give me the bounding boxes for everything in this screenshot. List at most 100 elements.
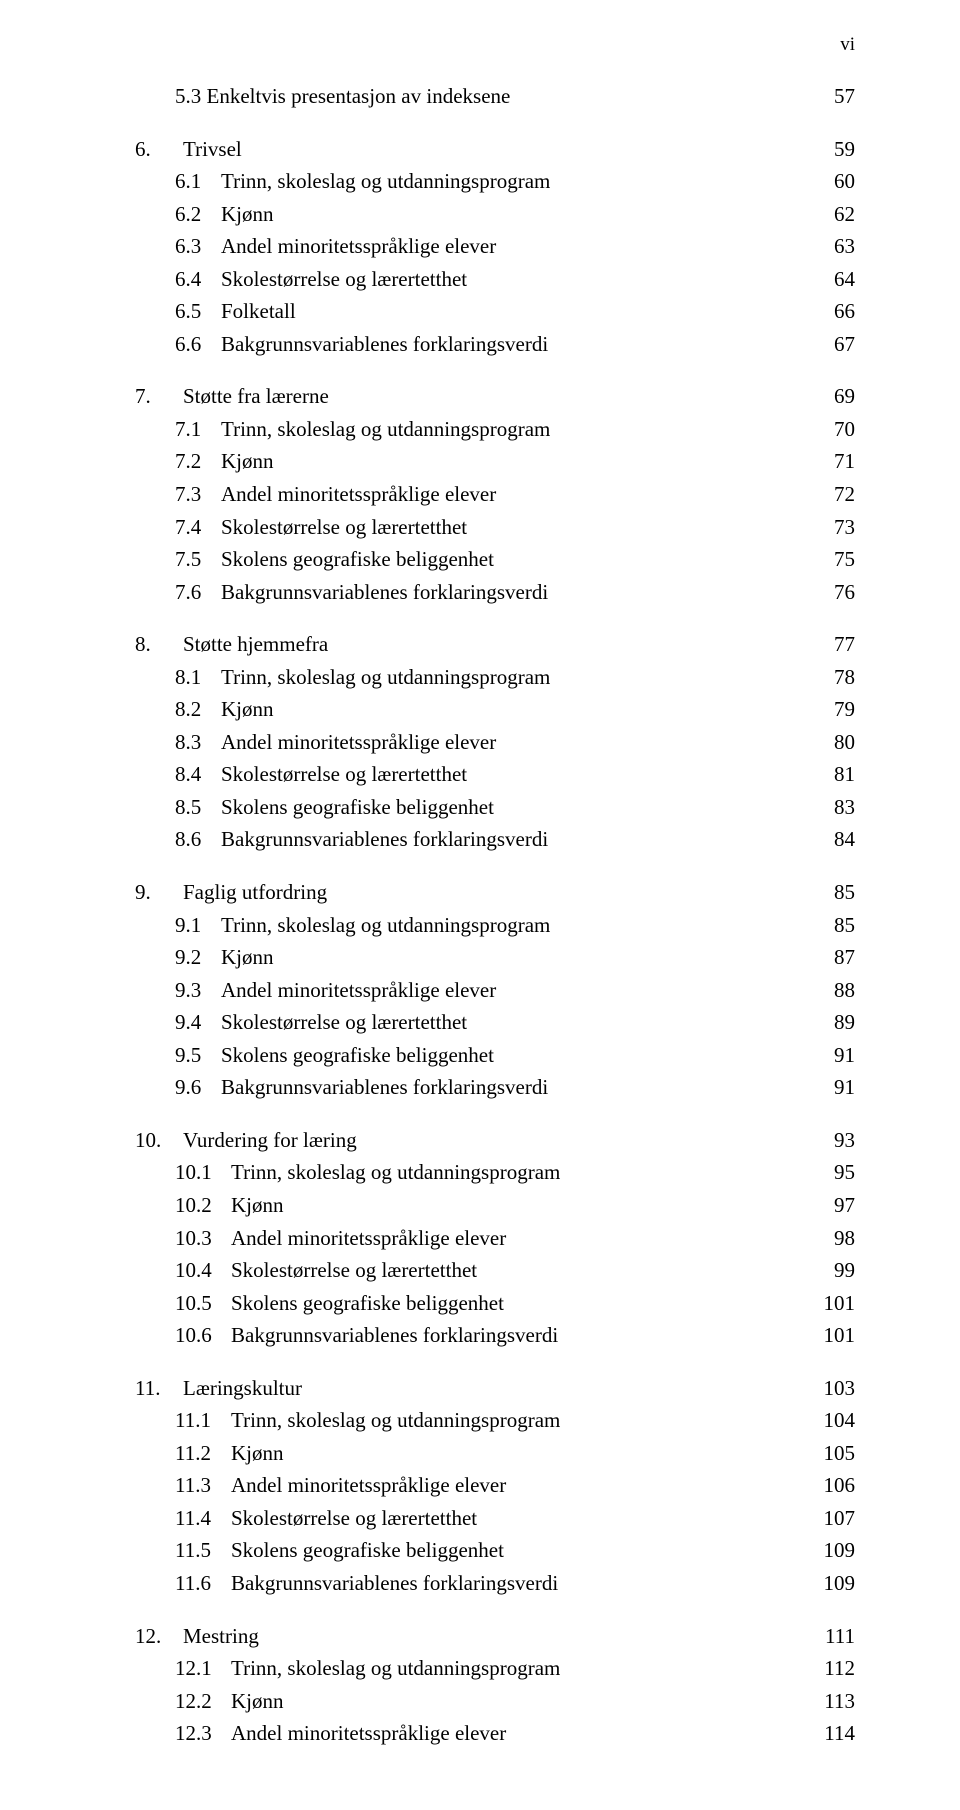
toc-subsection-number: 9.4 — [175, 1006, 221, 1039]
toc-row: 11.6Bakgrunnsvariablenes forklaringsverd… — [135, 1567, 855, 1600]
toc-page-number: 77 — [793, 628, 855, 661]
toc-subsection-title: Skolens geografiske beliggenhet — [231, 1287, 793, 1320]
toc-subsection-title: Skolens geografiske beliggenhet — [221, 543, 793, 576]
toc-subsection-title: Trinn, skoleslag og utdanningsprogram — [221, 661, 793, 694]
toc-section-title: Støtte fra lærerne — [183, 380, 793, 413]
toc-page-number: 80 — [793, 726, 855, 759]
toc-page-number: 75 — [793, 543, 855, 576]
toc-row: 8.Støtte hjemmefra77 — [135, 628, 855, 661]
toc-row: 8.6Bakgrunnsvariablenes forklaringsverdi… — [135, 823, 855, 856]
toc-page-number: 91 — [793, 1039, 855, 1072]
toc-section-title: Trivsel — [183, 133, 793, 166]
toc-subsection-title: Andel minoritetsspråklige elever — [221, 478, 793, 511]
toc-row: 6.Trivsel59 — [135, 133, 855, 166]
toc-subsection-title: Skolestørrelse og lærertetthet — [231, 1254, 793, 1287]
toc-row: 6.2Kjønn62 — [135, 198, 855, 231]
toc-page-number: 109 — [793, 1567, 855, 1600]
toc-subsection-title: Andel minoritetsspråklige elever — [231, 1717, 793, 1750]
toc-page-number: 111 — [793, 1620, 855, 1653]
toc-row: 12.Mestring111 — [135, 1620, 855, 1653]
toc-row: 9.5Skolens geografiske beliggenhet91 — [135, 1039, 855, 1072]
toc-subsection-number: 9.1 — [175, 909, 221, 942]
toc-page-number: 91 — [793, 1071, 855, 1104]
toc-row: 7.4Skolestørrelse og lærertetthet73 — [135, 511, 855, 544]
toc-row: 11.1Trinn, skoleslag og utdanningsprogra… — [135, 1404, 855, 1437]
toc-row: 10.4Skolestørrelse og lærertetthet99 — [135, 1254, 855, 1287]
toc-subsection-number: 11.5 — [175, 1534, 231, 1567]
toc-page-number: 69 — [793, 380, 855, 413]
toc-subsection-title: Bakgrunnsvariablenes forklaringsverdi — [231, 1319, 793, 1352]
toc-subsection-number: 7.6 — [175, 576, 221, 609]
toc-section-number: 12. — [135, 1620, 183, 1653]
toc-subsection-number: 9.3 — [175, 974, 221, 1007]
toc-row: 10.6Bakgrunnsvariablenes forklaringsverd… — [135, 1319, 855, 1352]
toc-subsection-title: Kjønn — [221, 941, 793, 974]
table-of-contents: 5.3 Enkeltvis presentasjon av indeksene5… — [135, 80, 855, 1750]
toc-subsection-title: Skolens geografiske beliggenhet — [231, 1534, 793, 1567]
toc-subsection-number: 7.3 — [175, 478, 221, 511]
toc-subsection-title: Trinn, skoleslag og utdanningsprogram — [221, 909, 793, 942]
toc-page-number: 107 — [793, 1502, 855, 1535]
toc-page-number: 72 — [793, 478, 855, 511]
toc-page-number: 113 — [793, 1685, 855, 1718]
toc-page-number: 60 — [793, 165, 855, 198]
toc-page-number: 62 — [793, 198, 855, 231]
toc-row: 9.4Skolestørrelse og lærertetthet89 — [135, 1006, 855, 1039]
toc-subsection-number: 10.3 — [175, 1222, 231, 1255]
toc-row: 7.5Skolens geografiske beliggenhet75 — [135, 543, 855, 576]
toc-row: 7.1Trinn, skoleslag og utdanningsprogram… — [135, 413, 855, 446]
toc-subsection-title: Skolestørrelse og lærertetthet — [221, 263, 793, 296]
toc-row: 5.3 Enkeltvis presentasjon av indeksene5… — [135, 80, 855, 113]
toc-section-title: Læringskultur — [183, 1372, 793, 1405]
toc-page-number: 71 — [793, 445, 855, 478]
toc-page-number: 76 — [793, 576, 855, 609]
toc-subsection-title: Skolestørrelse og lærertetthet — [221, 511, 793, 544]
toc-row: 9.2Kjønn87 — [135, 941, 855, 974]
toc-page-number: 67 — [793, 328, 855, 361]
toc-subsection-title: Skolestørrelse og lærertetthet — [221, 758, 793, 791]
toc-subsection-title: Kjønn — [231, 1685, 793, 1718]
toc-section-title: Støtte hjemmefra — [183, 628, 793, 661]
toc-subsection-title: Bakgrunnsvariablenes forklaringsverdi — [221, 328, 793, 361]
toc-row: 10.Vurdering for læring93 — [135, 1124, 855, 1157]
toc-subsection-number: 7.1 — [175, 413, 221, 446]
toc-subsection-number: 9.6 — [175, 1071, 221, 1104]
toc-subsection-number: 8.5 — [175, 791, 221, 824]
toc-row: 12.3Andel minoritetsspråklige elever114 — [135, 1717, 855, 1750]
toc-subsection-number: 11.4 — [175, 1502, 231, 1535]
toc-row: 9.6Bakgrunnsvariablenes forklaringsverdi… — [135, 1071, 855, 1104]
toc-subsection-title: Kjønn — [221, 693, 793, 726]
toc-row: 10.1Trinn, skoleslag og utdanningsprogra… — [135, 1156, 855, 1189]
toc-row: 11.4Skolestørrelse og lærertetthet107 — [135, 1502, 855, 1535]
toc-page-number: 93 — [793, 1124, 855, 1157]
toc-subsection-title: Andel minoritetsspråklige elever — [221, 230, 793, 263]
toc-subsection-number: 9.5 — [175, 1039, 221, 1072]
toc-subsection-number: 7.5 — [175, 543, 221, 576]
toc-row: 8.5Skolens geografiske beliggenhet83 — [135, 791, 855, 824]
toc-subsection-title: Andel minoritetsspråklige elever — [221, 974, 793, 1007]
toc-row: 11.2Kjønn105 — [135, 1437, 855, 1470]
toc-page-number: 85 — [793, 909, 855, 942]
toc-row: 8.1Trinn, skoleslag og utdanningsprogram… — [135, 661, 855, 694]
toc-subsection-number: 6.4 — [175, 263, 221, 296]
toc-subsection-title: Kjønn — [221, 445, 793, 478]
toc-page-number: 98 — [793, 1222, 855, 1255]
toc-page-number: 85 — [793, 876, 855, 909]
toc-section-title: Faglig utfordring — [183, 876, 793, 909]
toc-subsection-number: 6.3 — [175, 230, 221, 263]
toc-page-number: 104 — [793, 1404, 855, 1437]
toc-subsection-title: Skolens geografiske beliggenhet — [221, 1039, 793, 1072]
toc-section-number: 7. — [135, 380, 183, 413]
toc-subsection-number: 12.2 — [175, 1685, 231, 1718]
toc-page-number: 99 — [793, 1254, 855, 1287]
toc-page-number: 73 — [793, 511, 855, 544]
toc-row: 7.3Andel minoritetsspråklige elever72 — [135, 478, 855, 511]
toc-subsection-title: Bakgrunnsvariablenes forklaringsverdi — [221, 823, 793, 856]
toc-row: 10.2Kjønn97 — [135, 1189, 855, 1222]
toc-subsection-title: Skolestørrelse og lærertetthet — [221, 1006, 793, 1039]
toc-subsection-title: Trinn, skoleslag og utdanningsprogram — [221, 413, 793, 446]
toc-row: 11.5Skolens geografiske beliggenhet109 — [135, 1534, 855, 1567]
toc-page-number: 81 — [793, 758, 855, 791]
toc-page-number: 79 — [793, 693, 855, 726]
toc-subsection-number: 12.3 — [175, 1717, 231, 1750]
